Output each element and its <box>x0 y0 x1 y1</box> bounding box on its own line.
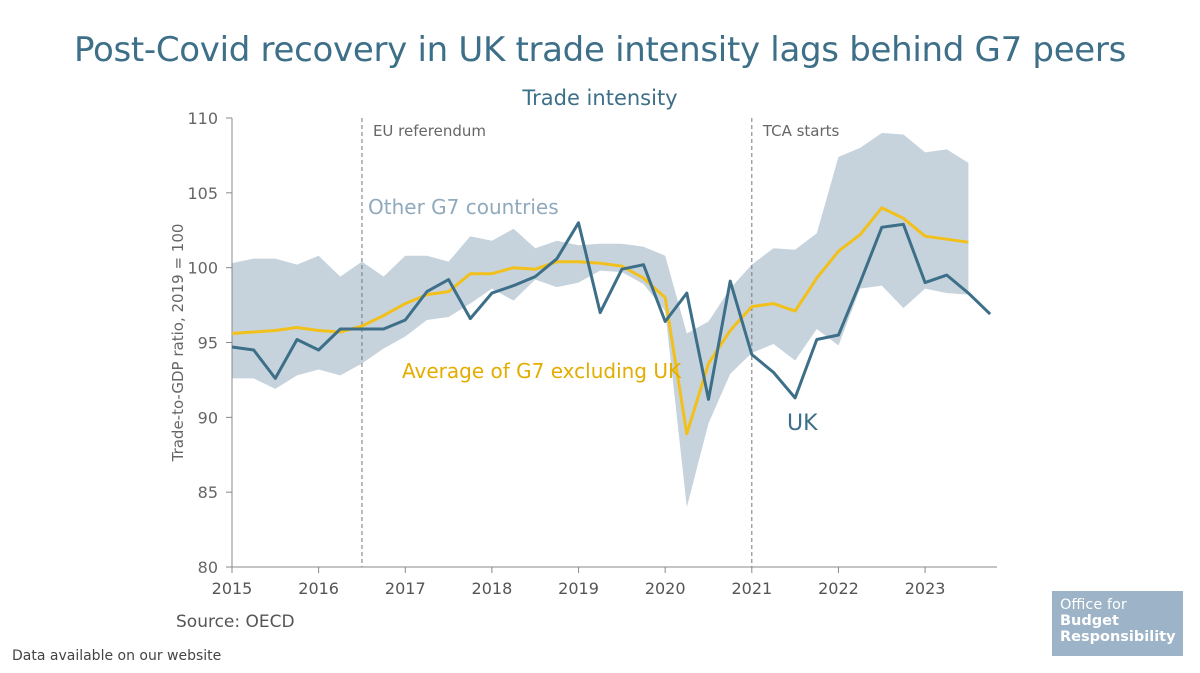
x-tick-label: 2020 <box>645 579 686 598</box>
data-availability-note[interactable]: Data available on our website <box>12 648 222 664</box>
x-tick-label: 2015 <box>212 579 253 598</box>
y-tick-label: 80 <box>198 558 218 577</box>
range-series-label: Other G7 countries <box>368 195 559 219</box>
annotation-label-0: EU referendum <box>373 122 486 140</box>
x-tick-label: 2017 <box>385 579 426 598</box>
chart-subtitle: Trade intensity <box>522 86 678 110</box>
x-tick-label: 2019 <box>558 579 599 598</box>
logo-line-2: Budget <box>1060 613 1119 629</box>
uk-series-label: UK <box>787 411 818 436</box>
y-tick-label: 95 <box>198 334 218 353</box>
g7-range-band <box>232 132 969 508</box>
logo-line-3: Responsibility <box>1060 629 1176 645</box>
y-tick-label: 110 <box>187 109 218 128</box>
source-note: Source: OECD <box>176 612 295 632</box>
x-tick-label: 2023 <box>905 579 946 598</box>
x-tick-label: 2016 <box>298 579 339 598</box>
x-tick-label: 2021 <box>731 579 772 598</box>
y-tick-label: 85 <box>198 483 218 502</box>
y-tick-label: 90 <box>198 408 218 427</box>
y-axis-label: Trade-to-GDP ratio, 2019 = 100 <box>169 224 187 463</box>
annotation-label-1: TCA starts <box>762 122 840 140</box>
logo-line-1: Office for <box>1060 597 1127 613</box>
y-tick-label: 100 <box>187 259 218 278</box>
g7-average-series-label: Average of G7 excluding UK <box>402 359 682 383</box>
obr-logo[interactable]: Office for Budget Responsibility <box>1052 591 1183 656</box>
y-tick-label: 105 <box>187 184 218 203</box>
uk-line <box>231 221 992 401</box>
chart-title: Post-Covid recovery in UK trade intensit… <box>73 30 1127 70</box>
x-tick-label: 2022 <box>818 579 859 598</box>
x-tick-label: 2018 <box>472 579 513 598</box>
